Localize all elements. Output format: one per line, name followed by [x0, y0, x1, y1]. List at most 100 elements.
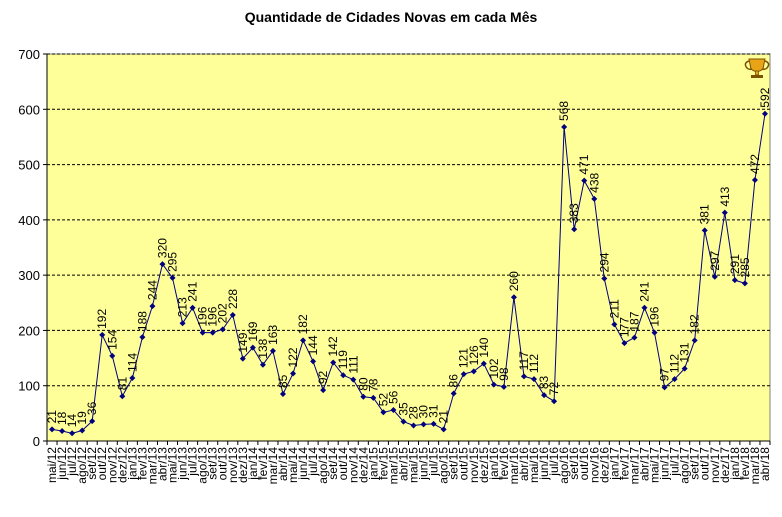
data-point	[370, 394, 377, 401]
data-label: 56	[386, 390, 400, 404]
data-point	[390, 407, 397, 414]
x-tick-label: abr/18	[758, 447, 772, 481]
data-point	[571, 226, 578, 233]
x-tick-label: nov/16	[587, 447, 601, 483]
data-point	[751, 177, 758, 184]
y-tick-label: 700	[18, 47, 40, 62]
x-tick-label: dez/12	[115, 447, 129, 483]
data-label: 122	[286, 347, 300, 367]
data-point	[139, 334, 146, 341]
data-label: 83	[537, 375, 551, 389]
data-label: 97	[658, 368, 672, 382]
x-tick-label: mai/17	[648, 447, 662, 483]
data-point	[651, 329, 658, 336]
data-label: 131	[678, 342, 692, 362]
trophy-handle-right	[761, 60, 770, 71]
data-point	[400, 418, 407, 425]
data-label: 202	[216, 303, 230, 323]
x-tick-label: set/13	[206, 447, 220, 480]
x-tick-label: mar/15	[386, 447, 400, 485]
data-label: 28	[407, 406, 421, 420]
data-point	[219, 326, 226, 333]
data-label: 213	[176, 297, 190, 317]
x-tick-label: jul/17	[668, 447, 682, 477]
data-point	[681, 365, 688, 372]
x-tick-label: jun/16	[537, 447, 551, 481]
data-label: 112	[527, 354, 541, 373]
data-label: 52	[376, 393, 390, 407]
data-label: 228	[226, 289, 240, 309]
x-tick-label: mar/16	[507, 447, 521, 485]
y-tick-label: 0	[33, 434, 40, 449]
data-label: 241	[186, 281, 200, 301]
data-label: 177	[617, 317, 631, 337]
data-label: 192	[95, 309, 109, 329]
data-label: 72	[547, 382, 561, 396]
data-point	[581, 177, 588, 184]
data-label: 144	[306, 335, 320, 355]
x-tick-label: mai/15	[407, 447, 421, 483]
x-tick-label: jan/16	[487, 447, 501, 481]
data-point	[300, 337, 307, 344]
x-tick-label: abr/13	[155, 447, 169, 481]
y-tick-label: 400	[18, 213, 40, 228]
data-point	[460, 371, 467, 378]
data-label: 140	[477, 337, 491, 357]
x-tick-label: set/12	[85, 447, 99, 480]
data-label: 196	[196, 306, 210, 326]
data-label: 187	[627, 311, 641, 331]
data-point	[69, 430, 76, 437]
data-point	[520, 373, 527, 380]
data-label: 121	[457, 348, 471, 368]
data-point	[159, 261, 166, 268]
data-label: 31	[427, 404, 441, 418]
data-label: 18	[55, 411, 69, 425]
x-tick-label: ago/14	[316, 447, 330, 484]
data-label: 112	[668, 354, 682, 373]
series-line	[51, 113, 766, 434]
data-label: 182	[688, 314, 702, 334]
data-point	[320, 387, 327, 394]
data-point	[279, 391, 286, 398]
data-label: 471	[577, 154, 591, 174]
data-point	[641, 304, 648, 311]
x-tick-label: out/12	[95, 447, 109, 481]
gridlines	[47, 53, 770, 387]
x-tick-label: out/17	[698, 447, 712, 481]
x-tick-label: nov/17	[708, 447, 722, 483]
data-label: 291	[728, 254, 742, 274]
data-label: 149	[236, 332, 250, 352]
x-tick-label: mai/16	[527, 447, 541, 483]
data-label: 182	[296, 314, 310, 334]
data-label: 320	[155, 238, 169, 258]
data-label: 126	[467, 345, 481, 365]
x-tick-label: set/16	[567, 447, 581, 480]
data-point	[109, 352, 116, 359]
x-tick-label: nov/15	[467, 447, 481, 483]
data-label: 14	[65, 414, 79, 428]
data-label: 117	[517, 351, 531, 370]
x-tick-label: mar/18	[748, 447, 762, 485]
x-tick-label: mar/13	[145, 447, 159, 485]
data-point	[119, 393, 126, 400]
data-point	[500, 383, 507, 390]
data-label: 36	[85, 401, 99, 415]
data-point	[149, 303, 156, 310]
data-point	[711, 273, 718, 280]
x-tick-label: ago/16	[557, 447, 571, 484]
data-label: 285	[738, 257, 752, 277]
x-tick-label: nov/14	[346, 447, 360, 483]
x-tick-label: out/14	[336, 447, 350, 481]
data-label: 30	[417, 405, 431, 419]
data-label: 163	[266, 325, 280, 345]
data-point	[179, 320, 186, 327]
data-point	[59, 428, 66, 435]
data-label: 568	[557, 101, 571, 121]
x-tick-label: dez/15	[477, 447, 491, 483]
x-tick-label: mar/17	[627, 447, 641, 485]
data-point	[99, 331, 106, 338]
x-tick-label: mar/14	[266, 447, 280, 485]
data-point	[731, 277, 738, 284]
trophy-base	[750, 75, 763, 78]
x-tick-label: fev/18	[738, 447, 752, 480]
